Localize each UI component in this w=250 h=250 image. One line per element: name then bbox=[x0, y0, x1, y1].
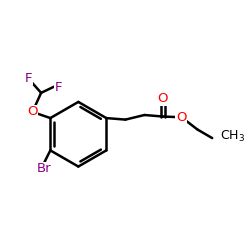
Text: Br: Br bbox=[36, 162, 51, 175]
Text: F: F bbox=[54, 81, 62, 94]
Text: O: O bbox=[176, 111, 187, 124]
Text: F: F bbox=[24, 72, 32, 85]
Text: O: O bbox=[158, 92, 168, 105]
Text: O: O bbox=[27, 106, 38, 118]
Text: CH$_3$: CH$_3$ bbox=[220, 129, 245, 144]
